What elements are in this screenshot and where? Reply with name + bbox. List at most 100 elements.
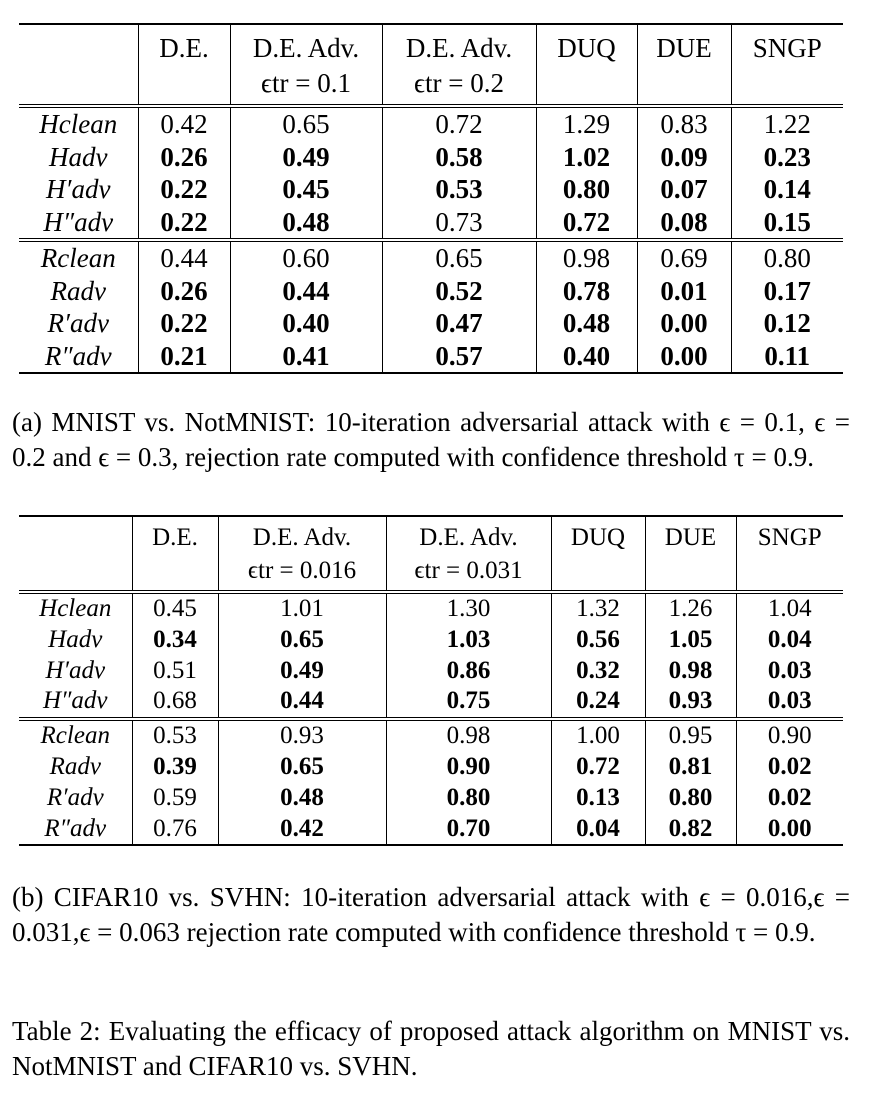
table-cell: 0.02: [735, 751, 843, 783]
table-cell: 1.32: [550, 590, 645, 625]
table-cell: 0.80: [385, 782, 551, 814]
table-row: H″adv 0.22 0.48 0.73 0.72 0.08 0.15: [19, 205, 843, 240]
table-row: R″adv 0.76 0.42 0.70 0.04 0.82 0.00: [19, 813, 843, 847]
table-cell: 0.42: [217, 813, 386, 847]
table-b: D.E. D.E. Adv. D.E. Adv. DUQ DUE SNGP ϵtr = 0.…: [19, 515, 843, 847]
table-cell: 0.22: [137, 307, 230, 340]
table-cell: 0.65: [217, 624, 386, 656]
table-cell: 0.02: [735, 782, 843, 814]
table-cell: 1.30: [385, 590, 551, 625]
table-cell: 0.49: [229, 140, 382, 173]
row-label: Rclean: [19, 238, 138, 275]
table-cell: 1.04: [735, 590, 843, 625]
row-label: H″adv: [43, 206, 114, 237]
column-subheader: ϵtr = 0.016: [217, 556, 386, 592]
table-cell: 0.39: [131, 751, 218, 783]
table-cell: 0.75: [385, 686, 551, 720]
column-header: DUQ: [550, 515, 645, 556]
table-cell: 0.78: [535, 274, 637, 307]
table-row: R″adv 0.21 0.41 0.57 0.40 0.00 0.11: [19, 339, 843, 374]
corner-cell: [19, 68, 138, 106]
table-cell: 0.32: [550, 655, 645, 687]
table-cell: 1.29: [535, 104, 637, 141]
table-cell: 0.41: [229, 339, 382, 374]
table-cell: 0.72: [550, 751, 645, 783]
table-cell: 0.22: [137, 205, 230, 240]
table-cell: 0.72: [535, 205, 637, 240]
table-cell: 0.04: [550, 813, 645, 847]
column-subheader: [535, 68, 637, 106]
table-cell: 0.44: [217, 686, 386, 720]
column-header: DUE: [644, 515, 736, 556]
table-cell: 0.80: [730, 238, 843, 275]
table-cell: 0.53: [381, 173, 536, 206]
table-cell: 0.95: [644, 717, 736, 752]
table-cell: 0.00: [735, 813, 843, 847]
table-cell: 0.51: [131, 655, 218, 687]
table-row: H′adv 0.51 0.49 0.86 0.32 0.98 0.03: [19, 655, 843, 687]
row-label: R″adv: [19, 813, 132, 847]
table-cell: 0.48: [229, 205, 382, 240]
row-label: H′adv: [46, 174, 111, 204]
table-cell: 0.48: [217, 782, 386, 814]
table-cell: 0.03: [735, 655, 843, 687]
header-row: D.E. D.E. Adv. D.E. Adv. DUQ DUE SNGP: [19, 515, 843, 556]
table-row: Rclean 0.53 0.93 0.98 1.00 0.95 0.90: [19, 717, 843, 752]
table-cell: 1.03: [385, 624, 551, 656]
row-label: Hadv: [49, 141, 108, 172]
table-cell: 0.13: [550, 782, 645, 814]
table-cell: 0.69: [636, 238, 731, 275]
row-label: Rclean: [19, 717, 132, 752]
table-cell: 0.00: [636, 339, 731, 374]
table-cell: 0.98: [535, 238, 637, 275]
table-cell: 1.00: [550, 717, 645, 752]
table-cell: 0.40: [229, 307, 382, 340]
table-row: H′adv 0.22 0.45 0.53 0.80 0.07 0.14: [19, 173, 843, 206]
row-label: R″adv: [19, 339, 138, 374]
header-row-sub: ϵtr = 0.1 ϵtr = 0.2: [19, 68, 843, 106]
table-cell: 0.65: [229, 104, 382, 141]
table-cell: 0.47: [381, 307, 536, 340]
column-subheader: [735, 556, 843, 592]
table-cell: 0.82: [644, 813, 736, 847]
table-cell: 0.80: [644, 782, 736, 814]
table-cell: 0.65: [217, 751, 386, 783]
table-cell: 0.56: [550, 624, 645, 656]
header-row-sub: ϵtr = 0.016 ϵtr = 0.031: [19, 556, 843, 592]
table-cell: 0.90: [735, 717, 843, 752]
column-subheader: [644, 556, 736, 592]
column-header: SNGP: [735, 515, 843, 556]
table-cell: 0.72: [381, 104, 536, 141]
table-row: Radv 0.39 0.65 0.90 0.72 0.81 0.02: [19, 751, 843, 783]
table-cell: 0.22: [137, 173, 230, 206]
table-cell: 0.08: [636, 205, 731, 240]
table-cell: 0.04: [735, 624, 843, 656]
column-subheader: [550, 556, 645, 592]
table-cell: 0.00: [636, 307, 731, 340]
table-cell: 0.48: [535, 307, 637, 340]
table-cell: 0.60: [229, 238, 382, 275]
table-cell: 1.26: [644, 590, 736, 625]
corner-cell: [19, 515, 132, 556]
table-cell: 0.07: [636, 173, 731, 206]
table-cell: 0.14: [730, 173, 843, 206]
table-cell: 0.90: [385, 751, 551, 783]
table-row: Hadv 0.34 0.65 1.03 0.56 1.05 0.04: [19, 624, 843, 656]
table-cell: 1.02: [535, 140, 637, 173]
table-cell: 0.93: [217, 717, 386, 752]
row-label: Hclean: [19, 104, 138, 141]
table-row: H″adv 0.68 0.44 0.75 0.24 0.93 0.03: [19, 686, 843, 720]
column-header: D.E. Adv.: [385, 515, 551, 556]
table-cell: 0.24: [550, 686, 645, 720]
corner-cell: [19, 23, 138, 68]
row-label: Hclean: [19, 590, 132, 625]
row-label: Radv: [49, 752, 101, 780]
table-cell: 0.26: [137, 274, 230, 307]
table-cell: 0.12: [730, 307, 843, 340]
table-row: Hclean 0.42 0.65 0.72 1.29 0.83 1.22: [19, 104, 843, 141]
table-cell: 0.83: [636, 104, 731, 141]
table-cell: 0.52: [381, 274, 536, 307]
table-cell: 1.01: [217, 590, 386, 625]
table-cell: 0.42: [137, 104, 230, 141]
